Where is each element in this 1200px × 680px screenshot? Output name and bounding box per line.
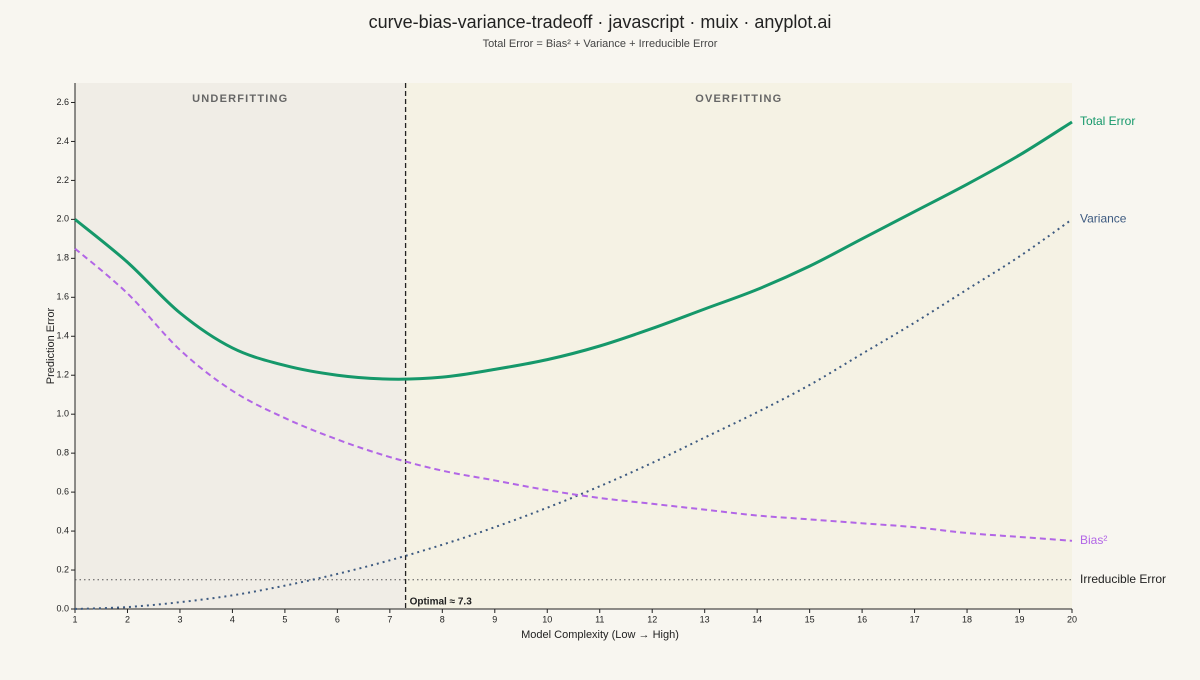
y-tick-label: 0.2 [56, 564, 69, 574]
series-line [74, 218, 1073, 610]
series-line [74, 120, 1073, 381]
x-tick-label: 11 [595, 614, 604, 624]
x-tick-label: 8 [440, 614, 445, 624]
x-tick-label: 7 [387, 614, 392, 624]
chart-subtitle: Total Error = Bias² + Variance + Irreduc… [483, 38, 718, 50]
x-tick-label: 15 [805, 614, 815, 624]
y-tick-label: 2.6 [56, 97, 69, 107]
x-tick-label: 1 [72, 614, 77, 624]
y-tick-label: 1.6 [56, 292, 69, 302]
y-tick-label: 1.8 [56, 253, 69, 263]
y-tick-label: 0.0 [56, 603, 69, 613]
region-label: OVERFITTING [695, 93, 782, 105]
x-tick-label: 12 [647, 614, 657, 624]
y-tick-label: 0.6 [56, 486, 69, 496]
x-tick-label: 16 [857, 614, 867, 624]
y-tick-label: 0.8 [56, 448, 69, 458]
x-axis-label: Model Complexity (Low → High) [521, 629, 679, 641]
y-tick-label: 2.4 [56, 136, 69, 146]
x-tick-label: 17 [910, 614, 920, 624]
x-tick-label: 19 [1015, 614, 1025, 624]
region [75, 83, 406, 609]
y-tick-label: 2.2 [56, 175, 69, 185]
y-tick-label: 1.2 [56, 370, 69, 380]
y-axis-label: Prediction Error [45, 307, 57, 384]
x-tick-label: 6 [335, 614, 340, 624]
region-label: UNDERFITTING [192, 93, 288, 105]
series-label: Total Error [1080, 114, 1135, 128]
y-tick-label: 0.4 [56, 525, 69, 535]
x-tick-label: 14 [752, 614, 762, 624]
reference-label: Irreducible Error [1080, 572, 1166, 586]
x-tick-label: 3 [177, 614, 182, 624]
y-tick-label: 2.0 [56, 214, 69, 224]
series-line [74, 247, 1073, 542]
x-tick-label: 2 [125, 614, 130, 624]
x-tick-label: 4 [230, 614, 235, 624]
optimal-label: Optimal ≈ 7.3 [410, 597, 473, 608]
x-tick-label: 18 [962, 614, 972, 624]
y-tick-label: 1.4 [56, 331, 69, 341]
region [405, 83, 1072, 609]
series-label: Bias² [1080, 533, 1107, 547]
x-tick-label: 9 [492, 614, 497, 624]
series-label: Variance [1080, 212, 1127, 226]
chart-title: curve-bias-variance-tradeoff · javascrip… [369, 12, 832, 32]
y-tick-label: 1.0 [56, 409, 69, 419]
x-tick-label: 10 [542, 614, 552, 624]
x-tick-label: 5 [282, 614, 287, 624]
x-tick-label: 20 [1067, 614, 1077, 624]
x-tick-label: 13 [700, 614, 710, 624]
